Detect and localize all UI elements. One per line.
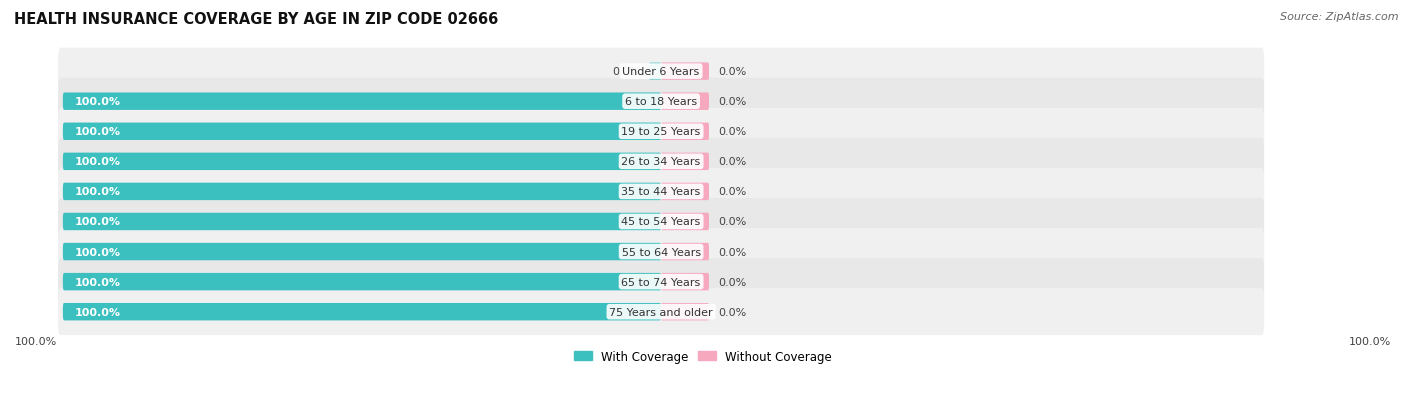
Text: 100.0%: 100.0% [75,307,121,317]
FancyBboxPatch shape [58,289,1264,335]
FancyBboxPatch shape [650,63,661,81]
FancyBboxPatch shape [661,153,709,171]
Text: 0.0%: 0.0% [718,217,747,227]
FancyBboxPatch shape [661,63,709,81]
Text: 100.0%: 100.0% [75,157,121,167]
Text: 0.0%: 0.0% [718,157,747,167]
FancyBboxPatch shape [63,273,661,291]
FancyBboxPatch shape [58,199,1264,245]
Text: 100.0%: 100.0% [75,127,121,137]
FancyBboxPatch shape [58,169,1264,215]
FancyBboxPatch shape [58,78,1264,126]
FancyBboxPatch shape [63,303,661,320]
Text: 65 to 74 Years: 65 to 74 Years [621,277,700,287]
Text: 0.0%: 0.0% [718,247,747,257]
Text: HEALTH INSURANCE COVERAGE BY AGE IN ZIP CODE 02666: HEALTH INSURANCE COVERAGE BY AGE IN ZIP … [14,12,498,27]
Text: 0.0%: 0.0% [718,127,747,137]
Text: 100.0%: 100.0% [1348,337,1391,347]
Text: 0.0%: 0.0% [718,277,747,287]
Text: 100.0%: 100.0% [75,217,121,227]
Text: 6 to 18 Years: 6 to 18 Years [626,97,697,107]
Text: 0.0%: 0.0% [718,97,747,107]
FancyBboxPatch shape [58,138,1264,185]
FancyBboxPatch shape [661,213,709,230]
Text: 100.0%: 100.0% [75,247,121,257]
FancyBboxPatch shape [63,123,661,141]
FancyBboxPatch shape [661,183,709,201]
Text: Source: ZipAtlas.com: Source: ZipAtlas.com [1281,12,1399,22]
Text: 100.0%: 100.0% [75,187,121,197]
Text: 75 Years and older: 75 Years and older [609,307,713,317]
FancyBboxPatch shape [63,153,661,171]
Text: 100.0%: 100.0% [75,277,121,287]
Text: 100.0%: 100.0% [75,97,121,107]
Text: 55 to 64 Years: 55 to 64 Years [621,247,700,257]
FancyBboxPatch shape [661,303,709,320]
FancyBboxPatch shape [58,109,1264,155]
Text: 26 to 34 Years: 26 to 34 Years [621,157,700,167]
FancyBboxPatch shape [58,228,1264,275]
Text: 100.0%: 100.0% [15,337,58,347]
Text: 0.0%: 0.0% [718,187,747,197]
Text: 0.0%: 0.0% [612,67,640,77]
Text: 0.0%: 0.0% [718,307,747,317]
FancyBboxPatch shape [661,93,709,111]
FancyBboxPatch shape [661,123,709,141]
FancyBboxPatch shape [63,93,661,111]
FancyBboxPatch shape [661,243,709,261]
Text: 45 to 54 Years: 45 to 54 Years [621,217,700,227]
FancyBboxPatch shape [63,213,661,230]
Text: 19 to 25 Years: 19 to 25 Years [621,127,700,137]
Text: 35 to 44 Years: 35 to 44 Years [621,187,700,197]
FancyBboxPatch shape [58,259,1264,305]
FancyBboxPatch shape [661,273,709,291]
FancyBboxPatch shape [63,183,661,201]
Text: 0.0%: 0.0% [718,67,747,77]
FancyBboxPatch shape [63,243,661,261]
FancyBboxPatch shape [58,49,1264,95]
Legend: With Coverage, Without Coverage: With Coverage, Without Coverage [569,345,837,368]
Text: Under 6 Years: Under 6 Years [623,67,700,77]
